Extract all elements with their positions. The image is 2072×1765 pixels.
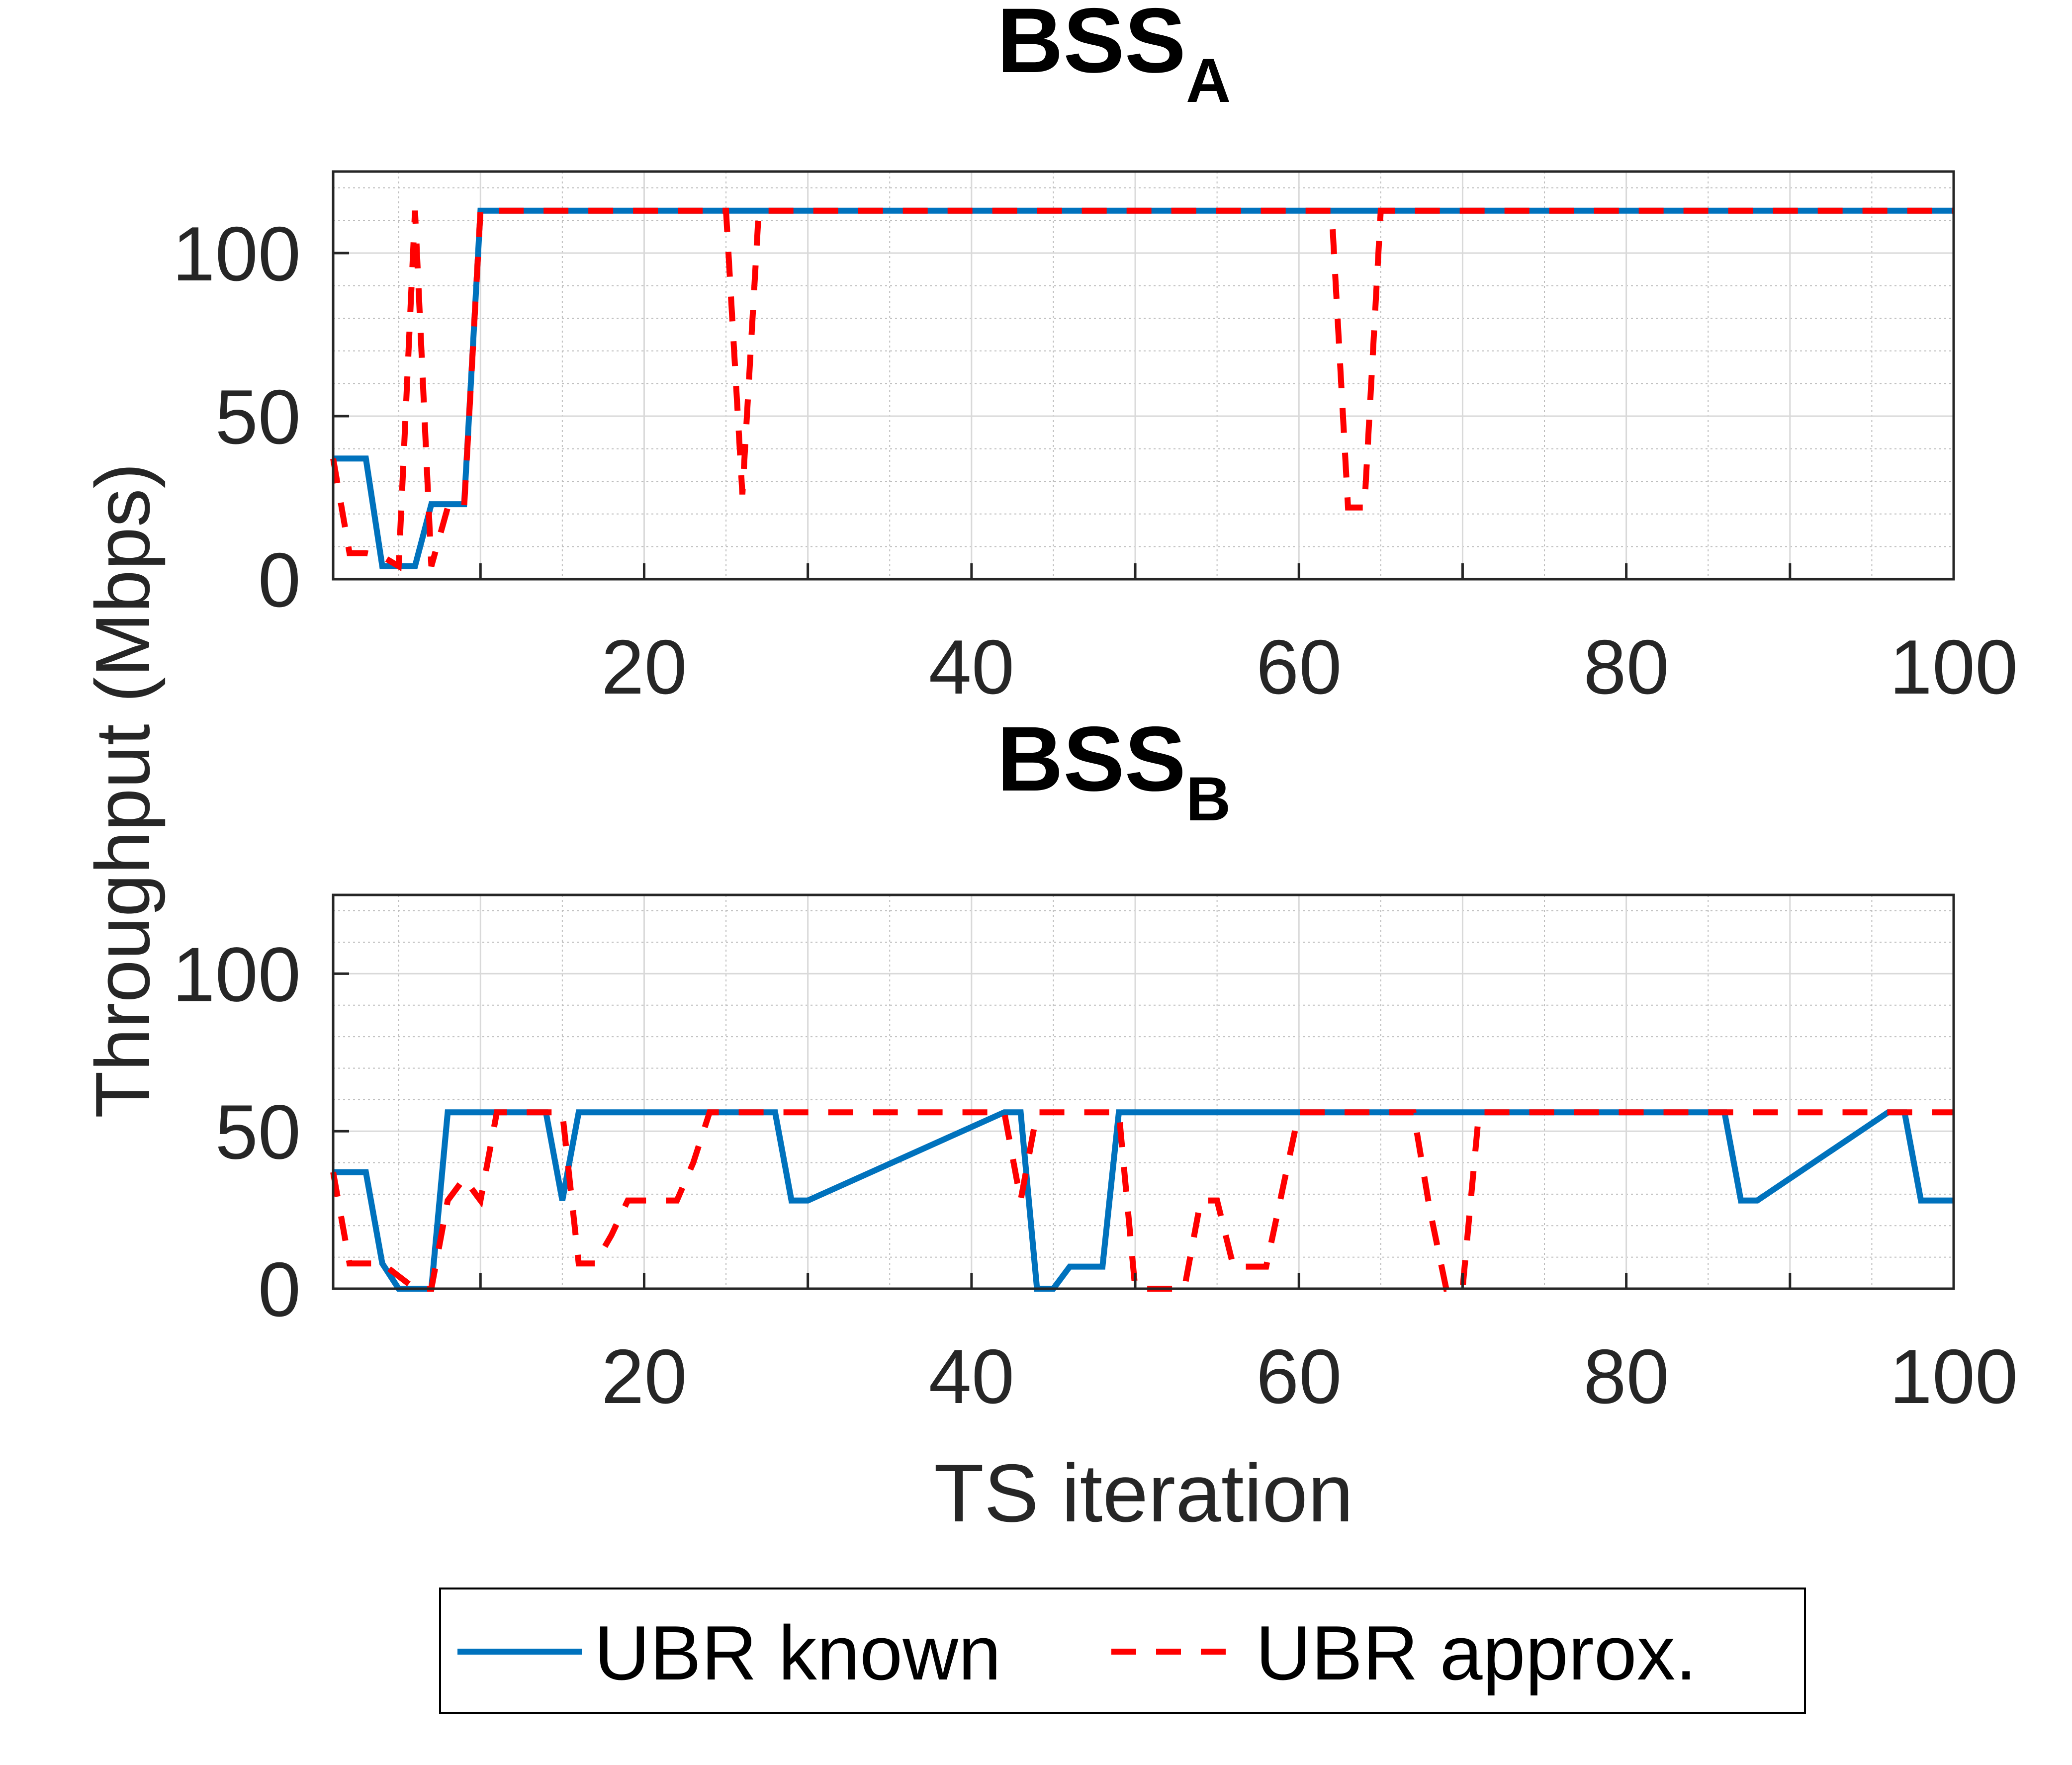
panel-a-series <box>330 207 1954 572</box>
y-tick-label: 0 <box>258 1246 301 1332</box>
x-tick-label: 20 <box>601 624 687 710</box>
panel-a-grid <box>333 172 1954 579</box>
y-axis-label: Throughput (Mbps) <box>80 463 166 1118</box>
y-tick-label: 0 <box>258 537 301 623</box>
x-tick-label: 60 <box>1256 1333 1342 1419</box>
y-tick-label: 100 <box>172 931 301 1017</box>
panel-a-title: BSSA <box>997 0 1231 115</box>
panel-b-ticks: 20 40 60 80 100 0 50 100 <box>172 931 2018 1419</box>
panel-b-grid <box>333 895 1954 1289</box>
panel-bss-a: BSSA 20 40 60 80 100 0 50 100 <box>172 0 2018 710</box>
x-tick-label: 100 <box>1890 624 2018 710</box>
panel-b-axes-box <box>332 893 1955 1290</box>
legend-label-approx: UBR approx. <box>1256 1610 1697 1696</box>
panel-bss-b: BSSB 20 40 60 80 100 0 50 100 <box>172 708 2018 1419</box>
y-tick-label: 50 <box>215 374 301 460</box>
legend-label-known: UBR known <box>594 1610 1001 1696</box>
x-tick-label: 40 <box>929 624 1014 710</box>
panel-a-ticks: 20 40 60 80 100 0 50 100 <box>172 211 2018 710</box>
x-axis-label: TS iteration <box>934 1447 1353 1539</box>
x-tick-label: 80 <box>1583 1333 1669 1419</box>
x-tick-label: 100 <box>1890 1333 2018 1419</box>
legend[interactable]: UBR known UBR approx. <box>439 1588 1806 1714</box>
y-tick-label: 50 <box>215 1089 301 1175</box>
x-tick-label: 20 <box>601 1333 687 1419</box>
x-tick-label: 40 <box>929 1333 1014 1419</box>
panel-b-title: BSSB <box>997 708 1231 834</box>
x-tick-label: 80 <box>1583 624 1669 710</box>
x-tick-label: 60 <box>1256 624 1342 710</box>
panel-b-series <box>330 1109 1954 1292</box>
series-line-ubr-known <box>333 207 1954 569</box>
series-line-ubr-approx <box>330 207 1954 572</box>
series-line-ubr-approx <box>330 1109 1954 1292</box>
panel-a-axes-box <box>332 170 1955 581</box>
y-tick-label: 100 <box>172 211 301 297</box>
